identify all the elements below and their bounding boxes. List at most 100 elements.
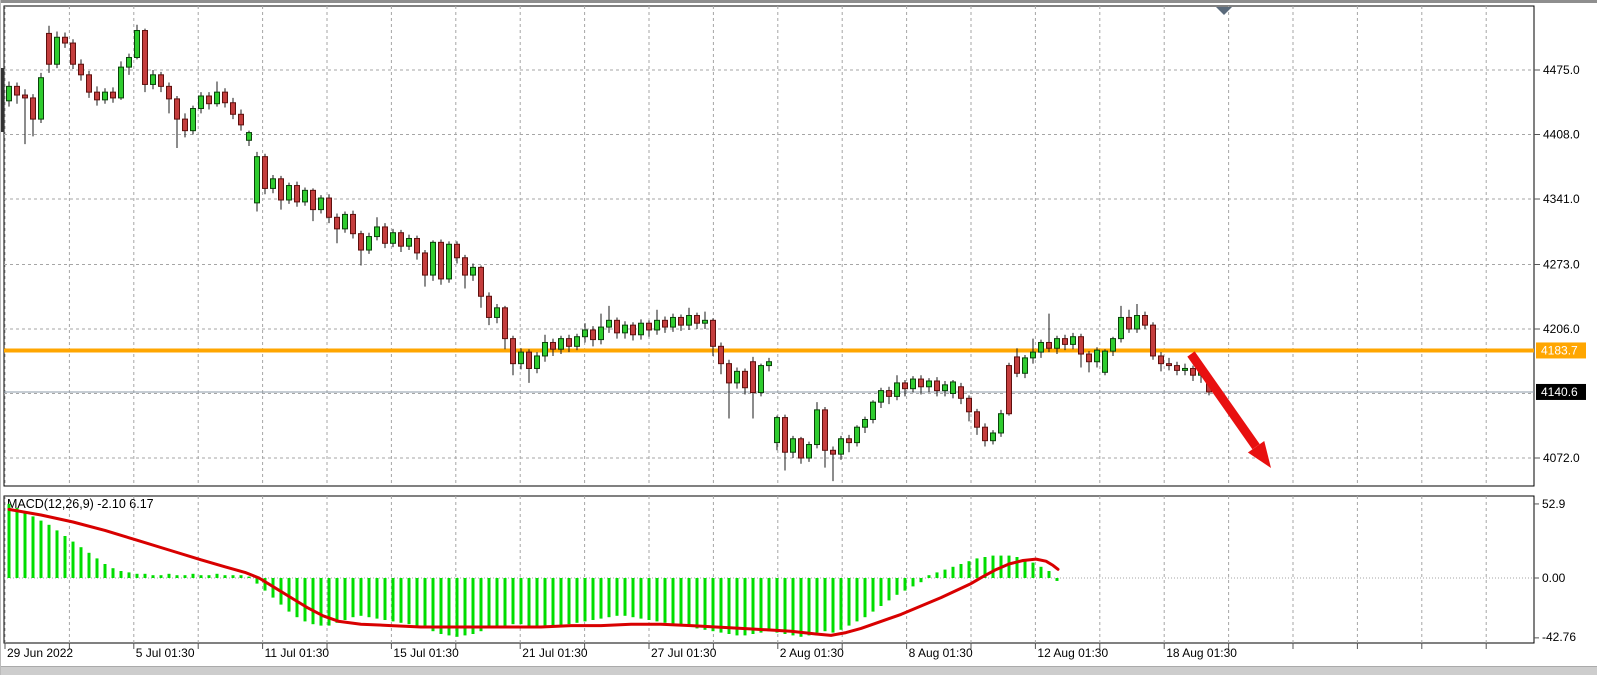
candle-bull: [854, 426, 860, 444]
candle-bull: [534, 355, 540, 369]
candle-bear: [798, 438, 804, 459]
candle-bear: [206, 95, 212, 105]
macd-bar: [671, 578, 675, 625]
candle-bull: [494, 307, 500, 318]
candle-bull: [766, 361, 772, 367]
macd-bar: [127, 572, 131, 578]
candle-bull: [1070, 336, 1076, 345]
candle-bull: [430, 241, 436, 276]
candle-bull: [518, 351, 524, 365]
candle-bear: [142, 30, 148, 85]
macd-bar: [759, 578, 763, 633]
macd-bar: [1055, 578, 1059, 581]
macd-bar: [63, 536, 67, 578]
time-axis-label: 29 Jun 2022: [7, 646, 73, 660]
macd-bar: [487, 578, 491, 629]
macd-bar: [959, 564, 963, 578]
macd-bar: [783, 578, 787, 634]
macd-axis: 52.9 0.00 -42.76: [1534, 497, 1576, 644]
macd-histogram: [7, 503, 1059, 637]
macd-bar: [215, 573, 219, 578]
macd-axis-label: 52.9: [1542, 497, 1566, 511]
macd-bar: [207, 575, 211, 578]
macd-bar: [735, 578, 739, 636]
candle-bull: [1110, 338, 1116, 352]
candle-bull: [406, 237, 412, 247]
macd-bar: [631, 578, 635, 618]
macd-bar: [167, 573, 171, 578]
candle-bear: [382, 226, 388, 244]
candle-bear: [478, 266, 484, 297]
macd-indicator-label: MACD(12,26,9) -2.10 6.17: [7, 497, 154, 511]
candle-bull: [1182, 367, 1188, 371]
scroll-marker[interactable]: [1216, 7, 1232, 15]
price-axis[interactable]: 4475.0 4408.0 4341.0 4273.0 4206.0 4072.0 4183…: [1534, 63, 1586, 465]
candle-bull: [758, 365, 764, 394]
candle-bear: [358, 233, 364, 251]
time-axis-label: 2 Aug 01:30: [780, 646, 844, 660]
candle-bull: [582, 329, 588, 338]
candle-bull: [1030, 351, 1036, 359]
price-axis-label: 4206.0: [1543, 322, 1580, 336]
candle-bear: [334, 216, 340, 230]
candle-bear: [902, 382, 908, 390]
candle-bear: [886, 390, 892, 397]
candle-bull: [878, 390, 884, 403]
candle-bear: [750, 361, 756, 394]
candle-bull: [446, 243, 452, 280]
current-price-badge: [1536, 383, 1586, 400]
macd-bar: [1031, 562, 1035, 578]
macd-bar: [543, 578, 547, 627]
macd-bar: [447, 578, 451, 636]
macd-bar: [943, 569, 947, 578]
time-axis[interactable]: 29 Jun 2022 5 Jul 01:30 11 Jul 01:30 15 Jul…: [7, 646, 1237, 660]
candles: [1, 24, 1212, 482]
candle-bear: [718, 345, 724, 365]
macd-bar: [527, 578, 531, 626]
macd-bar: [719, 578, 723, 633]
macd-bar: [183, 575, 187, 578]
candle-bear: [174, 98, 180, 120]
candle-bear: [462, 257, 468, 276]
candle-bull: [1022, 357, 1028, 374]
time-axis-label: 8 Aug 01:30: [909, 646, 973, 660]
macd-bar: [727, 578, 731, 634]
candle-bear: [438, 241, 444, 280]
candle-bear: [22, 94, 28, 99]
candle-bear: [1046, 341, 1052, 349]
macd-bar: [199, 575, 203, 578]
candle-bear: [958, 386, 964, 399]
price-axis-label: 4341.0: [1543, 192, 1580, 206]
macd-bar: [887, 578, 891, 601]
candle-bull: [862, 418, 868, 428]
macd-bar: [711, 578, 715, 632]
candle-bull: [390, 232, 396, 244]
macd-bar: [895, 578, 899, 595]
macd-bar: [479, 578, 483, 632]
candle-bull: [734, 370, 740, 384]
macd-bar: [599, 578, 603, 619]
candle-bull: [1102, 350, 1108, 373]
candle-bear: [982, 426, 988, 442]
candle-bull: [686, 315, 692, 326]
candle-bull: [102, 91, 108, 101]
candle-bull: [774, 417, 780, 444]
candle-bear: [510, 338, 516, 365]
price-axis-label: 4072.0: [1543, 451, 1580, 465]
candle-bull: [1038, 341, 1044, 353]
macd-bar: [423, 578, 427, 629]
candle-bull: [558, 338, 564, 350]
candle-bull: [470, 266, 476, 276]
macd-bar: [399, 578, 403, 623]
candle-bull: [990, 432, 996, 442]
macd-bar: [431, 578, 435, 632]
candle-bull: [190, 108, 196, 132]
macd-bar: [247, 576, 251, 578]
candle-bear: [1062, 338, 1068, 345]
candle-bear: [566, 338, 572, 347]
macd-bar: [1047, 571, 1051, 578]
candle-bull: [622, 324, 628, 334]
candle-bull: [38, 77, 44, 120]
macd-bar: [191, 573, 195, 578]
